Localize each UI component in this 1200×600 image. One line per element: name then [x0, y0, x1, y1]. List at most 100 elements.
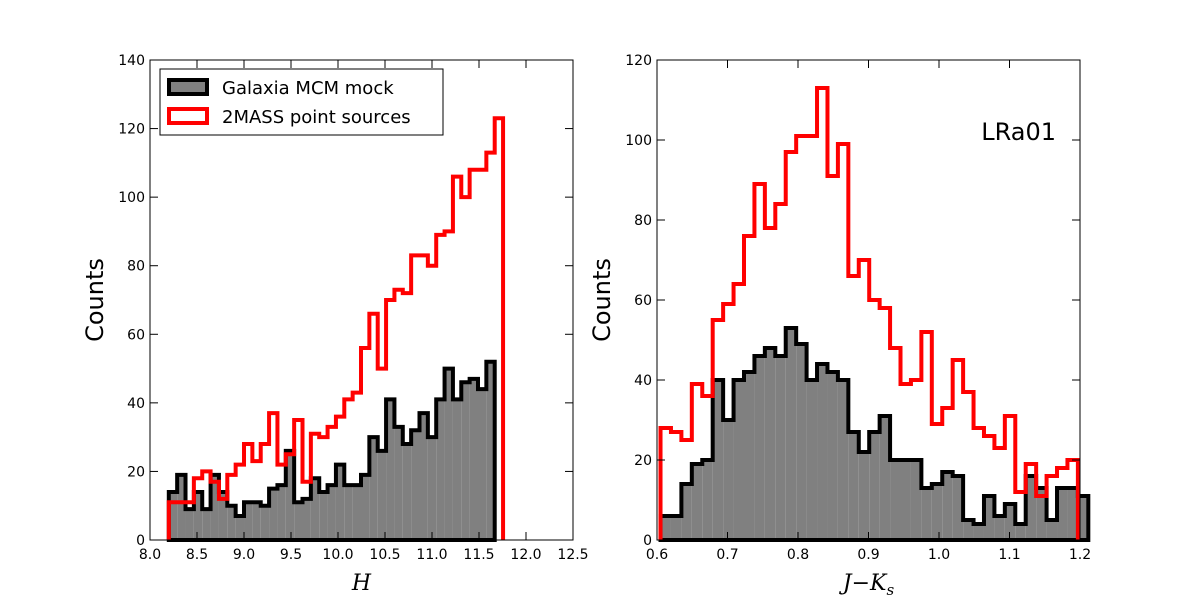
histogram-bar-mock [973, 524, 984, 540]
histogram-bar-mock [1067, 488, 1078, 540]
y-tick-label: 120 [118, 122, 145, 138]
histogram-bar-mock [1036, 488, 1047, 540]
x-tick-label: 1.0 [928, 547, 950, 563]
y-tick-label: 40 [634, 373, 652, 389]
histogram-bar-mock [185, 509, 194, 540]
histogram-bar-mock [386, 399, 395, 540]
y-tick-label: 100 [118, 190, 145, 206]
histogram-bar-mock [869, 432, 880, 540]
histogram-bar-mock [260, 505, 270, 540]
histogram-bar-mock [319, 492, 328, 540]
x-axis-label: J−Ks [839, 571, 895, 599]
y-axis-label: Counts [81, 258, 109, 342]
x-tick-label: 0.9 [857, 547, 879, 563]
histogram-bar-mock [712, 380, 724, 540]
histogram-bar-mock [983, 496, 995, 540]
histogram-bar-mock [210, 474, 219, 540]
histogram-bar-mock [963, 520, 974, 540]
histogram-bar-mock [723, 420, 734, 540]
histogram-bar-mock [285, 450, 295, 540]
histogram-bar-mock [942, 472, 953, 540]
x-tick-label: 0.8 [787, 547, 809, 563]
y-tick-label: 100 [625, 133, 652, 149]
histogram-bar-mock [427, 437, 437, 540]
histogram-bar-mock [900, 460, 911, 540]
histogram-bar-mock [327, 485, 336, 540]
histogram-bar-mock [402, 444, 412, 540]
histogram-bar-mock [436, 399, 445, 540]
y-tick-label: 20 [634, 453, 652, 469]
histogram-bar-mock [754, 356, 765, 540]
histogram-bar-mock [461, 382, 470, 540]
y-tick-label: 80 [634, 213, 652, 229]
x-tick-label: 9.0 [233, 547, 255, 563]
legend: Galaxia MCM mock 2MASS point sources [159, 68, 444, 136]
histogram-bar-mock [1057, 488, 1068, 540]
histogram-bar-mock [361, 474, 370, 540]
legend-swatch-2mass [167, 107, 209, 125]
histogram-bar-mock [1015, 524, 1026, 540]
x-tick-label: 11.5 [463, 547, 494, 563]
y-tick-label: 60 [127, 327, 145, 343]
histogram-bar-mock [890, 460, 901, 540]
x-tick-label: 12.0 [510, 547, 541, 563]
x-tick-label: 8.5 [186, 547, 208, 563]
y-tick-label: 20 [127, 464, 145, 480]
y-tick-label: 80 [127, 259, 145, 275]
legend-swatch-mock [167, 78, 209, 96]
histogram-bar-mock [277, 485, 286, 540]
histogram-bar-mock [369, 437, 378, 540]
histogram-bar-mock [235, 516, 245, 540]
histogram-bar-mock [444, 368, 453, 540]
histogram-bar-mock [486, 361, 495, 540]
histogram-bar-mock [879, 416, 891, 540]
chart-panel-color: 0.6 0.7 0.8 0.9 1.0 1.1 1.2 0 20 40 60 80 100 120 Coun… [588, 53, 1091, 599]
histogram-bar-mock [806, 380, 818, 540]
histogram-bar-mock [218, 492, 228, 540]
histogram-bar-mock [419, 413, 428, 540]
histogram-bar-mock [344, 485, 353, 540]
histogram-bar-mock [994, 516, 1005, 540]
x-tick-label: 0.7 [716, 547, 738, 563]
series-step-2mass [658, 86, 1080, 540]
y-tick-label: 120 [625, 53, 652, 69]
x-tick-label: 10.5 [369, 547, 400, 563]
x-tick-label: 1.2 [1069, 547, 1091, 563]
histogram-bar-mock [469, 378, 478, 540]
histogram-bar-mock [1046, 520, 1058, 540]
x-tick-label: 12.5 [557, 547, 588, 563]
histogram-bar-mock [796, 344, 807, 540]
histogram-bar-mock [681, 484, 692, 540]
x-axis-label-subscript: s [887, 581, 895, 599]
histogram-bar-mock [931, 484, 943, 540]
histogram-bar-mock [269, 488, 278, 540]
histogram-bar-mock [858, 452, 870, 540]
histogram-bar-mock [691, 464, 703, 540]
histogram-bar-mock [294, 502, 303, 540]
histogram-bar-mock [660, 516, 671, 540]
series-outline-galaxia-mock [658, 326, 1091, 542]
y-tick-label: 60 [634, 293, 652, 309]
histogram-bar-mock [335, 464, 345, 540]
histogram-bar-mock [193, 492, 203, 540]
histogram-bar-mock [910, 460, 922, 540]
histogram-bar-mock [1077, 496, 1089, 540]
histogram-bar-mock [177, 474, 186, 540]
histogram-bar-mock [743, 372, 755, 540]
y-axis-label: Counts [588, 258, 616, 342]
y-tick-label: 0 [136, 533, 145, 549]
histogram-bar-mock [1004, 504, 1016, 540]
legend-label: Galaxia MCM mock [222, 78, 394, 99]
x-tick-label: 11.0 [416, 547, 447, 563]
histogram-bar-mock [764, 348, 776, 540]
x-axis-label-main: J−K [839, 571, 888, 596]
histogram-bar-mock [394, 426, 403, 540]
x-axis-label: H [351, 571, 372, 596]
histogram-bar-mock [352, 485, 362, 540]
histogram-bar-mock [168, 492, 178, 540]
x-tick-label: 1.1 [998, 547, 1020, 563]
histogram-bar-mock [702, 460, 713, 540]
histogram-bar-mock [227, 505, 236, 540]
histogram-bar-mock [848, 432, 859, 540]
